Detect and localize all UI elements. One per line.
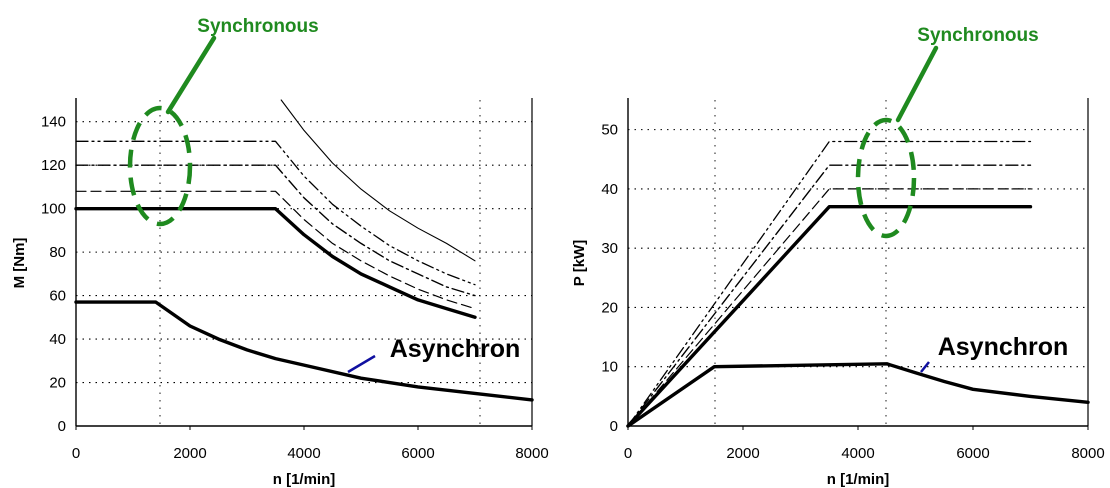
- x-tick-label: 8000: [1071, 445, 1104, 462]
- series-line-dash-dot: [627, 164, 1032, 427]
- asynchron-annotation: Asynchron: [390, 335, 521, 363]
- synchronous-pointer-line: [895, 45, 939, 123]
- series-line-heavy: [74, 300, 534, 402]
- synchronous-annotation: Synchronous: [197, 16, 318, 37]
- y-tick-label: 40: [601, 181, 618, 198]
- y-tick-label: 20: [601, 299, 618, 316]
- x-tick-label: 4000: [841, 445, 874, 462]
- series-line-dash-dot-dot: [627, 140, 1032, 427]
- x-tick-label: 8000: [515, 445, 548, 462]
- y-tick-label: 60: [49, 288, 66, 305]
- y-tick-label: 20: [49, 375, 66, 392]
- x-tick-label: 4000: [287, 445, 320, 462]
- y-tick-label: 50: [601, 122, 618, 139]
- series-line-heavy: [626, 205, 1033, 428]
- x-tick-label: 2000: [173, 445, 206, 462]
- asynchron-pointer-line: [347, 354, 376, 374]
- y-tick-label: 100: [41, 201, 66, 218]
- series-line-dashed: [627, 188, 1032, 427]
- x-tick-label: 0: [624, 445, 632, 462]
- y-tick-label: 30: [601, 240, 618, 257]
- y-tick-label: 80: [49, 244, 66, 261]
- y-tick-label: 10: [601, 359, 618, 376]
- series-line-dash-dot-dot: [75, 140, 476, 286]
- y-tick-label: 140: [41, 114, 66, 131]
- asynchron-pointer-line: [920, 361, 930, 373]
- x-axis-label: n [1/min]: [273, 471, 336, 488]
- power-chart: 0 10 20 30 40 50 0 2000 4000 6000 8000 n [1/min] P […: [571, 25, 1105, 488]
- y-axis-label: P [kW]: [571, 240, 588, 286]
- series-line-heavy: [626, 362, 1090, 428]
- x-axis-label: n [1/min]: [827, 471, 890, 488]
- y-tick-label: 120: [41, 157, 66, 174]
- x-tick-label: 0: [72, 445, 80, 462]
- series-line-dashed: [75, 190, 476, 310]
- y-tick-label: 0: [610, 418, 618, 435]
- synchronous-annotation: Synchronous: [917, 25, 1038, 46]
- synchronous-highlight-ellipse: [127, 105, 193, 227]
- x-tick-label: 2000: [726, 445, 759, 462]
- synchronous-pointer-line: [165, 35, 217, 115]
- asynchron-annotation: Asynchron: [938, 333, 1069, 361]
- synchronous-highlight-ellipse: [855, 117, 917, 239]
- series-line-thin: [280, 99, 476, 262]
- series-line-dash-dot: [75, 164, 476, 297]
- y-axis-label: M [Nm]: [11, 238, 28, 289]
- y-tick-label: 0: [58, 418, 66, 435]
- torque-chart: 0 20 40 60 80 100 120 140 0 2000 4000 6000 8000 n [1/…: [11, 16, 549, 488]
- x-tick-label: 6000: [956, 445, 989, 462]
- y-tick-label: 40: [49, 331, 66, 348]
- series-line-heavy: [74, 207, 477, 319]
- x-tick-label: 6000: [401, 445, 434, 462]
